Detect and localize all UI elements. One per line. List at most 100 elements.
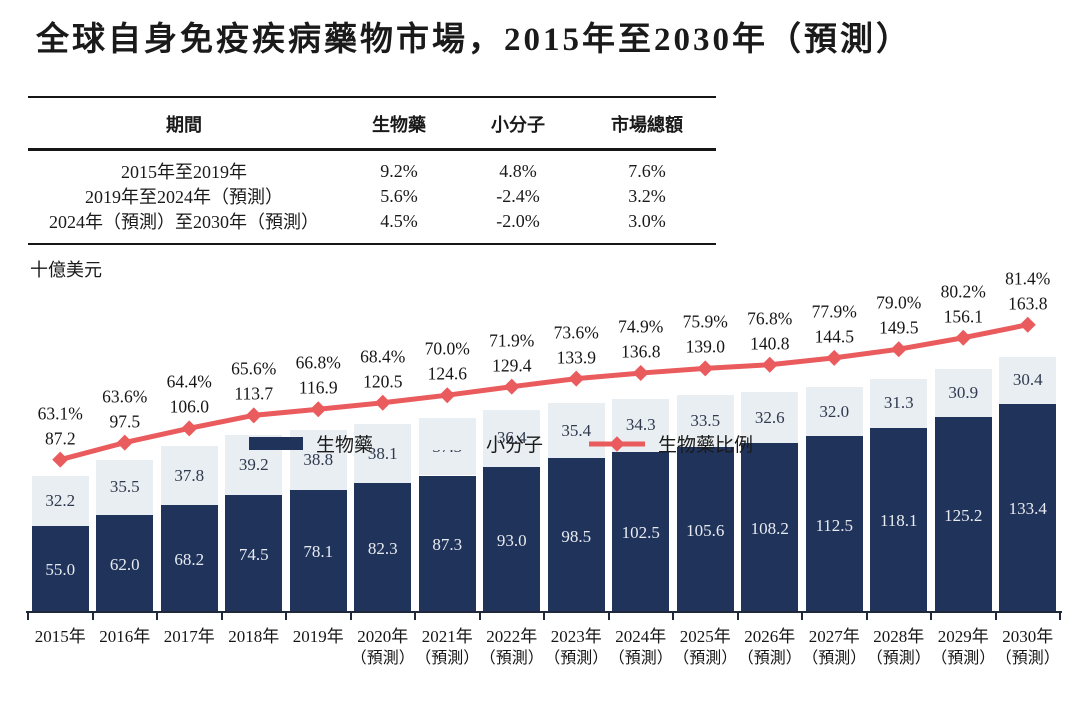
x-axis-label-year: 2020年 (357, 627, 409, 646)
table-cell: 9.2% (380, 160, 418, 181)
bar-value-label-small-molecule: 39.2 (238, 454, 269, 474)
cagr-table: 期間 生物藥 小分子 市場總額 2015年至2019年 9.2% 4.8% 7.6% 2019年… (28, 96, 716, 245)
x-axis-label-forecast-note: （預測） (866, 650, 931, 667)
legend-label: 生物藥 (315, 435, 373, 456)
axis-tick (736, 613, 739, 620)
table-header-row: 期間 生物藥 小分子 市場總額 (28, 98, 716, 151)
table-row: 2019年至2024年（預測） 5.6% -2.4% 3.2% (28, 183, 716, 208)
table-cell: 2024年（預測）至2030年（預測） (49, 212, 319, 232)
axis-tick (1059, 613, 1061, 620)
bar-biologics (741, 443, 799, 611)
page-title: 全球自身免疫疾病藥物市場，2015年至2030年（預測） (36, 22, 912, 58)
bar-value-label-small-molecule: 30.9 (948, 382, 979, 402)
table-cell: -2.0% (496, 210, 540, 231)
x-axis-label-year: 2017年 (163, 627, 215, 646)
x-axis-label-year: 2030年 (1002, 627, 1054, 646)
bar-biologics (225, 495, 283, 611)
ratio-percent-label: 73.6% (553, 322, 599, 343)
axis-tick (156, 613, 158, 620)
legend-diamond-icon (609, 435, 625, 452)
market-total-label: 140.8 (750, 333, 790, 354)
x-axis-label-forecast-note: （預測） (415, 650, 480, 667)
axis-tick (672, 613, 674, 620)
legend-item-ratio: 生物藥比例 (589, 430, 753, 457)
bar-value-label-small-molecule: 32.6 (754, 407, 785, 427)
market-total-label: 120.5 (363, 371, 403, 392)
legend-line-ratio (589, 435, 645, 452)
ratio-marker-diamond (245, 407, 262, 424)
legend-item-biologics: 生物藥 (248, 430, 373, 457)
market-chart: 十億美元 55.0 32.2 63.1% 87.2 2015年 62.0 35.5 63.6%… (0, 250, 1080, 724)
ratio-marker-diamond (1019, 316, 1036, 333)
x-axis-label-year: 2015年 (34, 627, 86, 646)
ratio-percent-label: 79.0% (876, 292, 922, 313)
bar-biologics (483, 466, 541, 611)
table-cell: 4.8% (499, 160, 537, 181)
table-row: 2015年至2019年 9.2% 4.8% 7.6% (28, 158, 716, 183)
market-total-label: 97.5 (109, 411, 141, 432)
bar-value-label-small-molecule: 35.5 (109, 477, 140, 497)
bar-value-label-small-molecule: 32.0 (819, 401, 850, 421)
x-axis-label-year: 2023年 (550, 627, 602, 646)
x-axis-label-year: 2018年 (228, 627, 280, 646)
x-axis-label-year: 2026年 (744, 627, 796, 646)
x-axis-label-year: 2019年 (292, 627, 344, 646)
market-total-label: 156.1 (943, 306, 983, 327)
ratio-marker-diamond (761, 356, 778, 373)
table-header-cell: 期間 (166, 115, 202, 135)
x-axis-label-year: 2027年 (808, 627, 860, 646)
ratio-percent-label: 74.9% (618, 316, 664, 337)
table-header-cell: 生物藥 (372, 115, 426, 135)
table-cell: 2015年至2019年 (121, 162, 247, 182)
x-axis-label-forecast-note: （預測） (350, 650, 415, 667)
bar-value-label-biologics: 74.5 (238, 545, 269, 565)
axis-tick (414, 613, 416, 620)
ratio-marker-diamond (826, 349, 843, 366)
axis-tick (220, 613, 223, 620)
x-axis (26, 611, 1062, 613)
x-axis-label-year: 2029年 (937, 627, 989, 646)
ratio-percent-label: 70.0% (424, 338, 470, 359)
market-total-label: 116.9 (298, 377, 338, 398)
market-total-label: 106.0 (169, 396, 209, 417)
bar-small-molecule (96, 459, 154, 515)
table-cell: 3.0% (628, 210, 666, 231)
bar-biologics (96, 514, 154, 611)
ratio-percent-label: 80.2% (940, 281, 986, 302)
ratio-marker-diamond (632, 365, 649, 382)
bar-value-label-biologics: 118.1 (879, 511, 918, 531)
market-total-label: 144.5 (814, 326, 854, 347)
bar-value-label-biologics: 87.3 (432, 535, 463, 555)
bar-value-label-biologics: 105.6 (686, 521, 725, 541)
x-axis-label-forecast-note: （預測） (995, 650, 1060, 667)
ratio-percent-label: 71.9% (489, 330, 535, 351)
bar-value-label-biologics: 82.3 (367, 539, 398, 559)
bar-value-label-small-molecule: 33.5 (690, 411, 721, 431)
bar-value-label-biologics: 93.0 (496, 530, 527, 550)
ratio-percent-label: 63.6% (102, 386, 148, 407)
ratio-marker-diamond (310, 401, 327, 418)
bar-biologics (289, 489, 347, 611)
x-axis-label-year: 2022年 (486, 627, 538, 646)
axis-tick (478, 613, 481, 620)
x-axis-label-forecast-note: （預測） (544, 650, 609, 667)
x-axis-label-year: 2021年 (421, 627, 473, 646)
ratio-percent-label: 75.9% (682, 311, 728, 332)
x-axis-label-forecast-note: （預測） (931, 650, 996, 667)
ratio-percent-label: 65.6% (231, 358, 277, 379)
bar-value-label-small-molecule: 31.3 (883, 393, 914, 413)
ratio-marker-diamond (439, 387, 456, 404)
axis-tick (27, 613, 29, 620)
axis-tick (994, 613, 997, 620)
bar-biologics (160, 505, 218, 611)
legend-label: 生物藥比例 (658, 435, 754, 456)
unit-label: 十億美元 (30, 260, 102, 280)
market-total-label: 139.0 (685, 336, 725, 357)
bar-biologics (547, 458, 605, 611)
table-cell: 4.5% (380, 210, 418, 231)
bar-value-label-biologics: 78.1 (303, 542, 334, 562)
x-axis-label-forecast-note: （預測） (802, 650, 867, 667)
ratio-percent-label: 77.9% (811, 301, 857, 322)
market-total-label: 124.6 (427, 363, 467, 384)
table-row: 2024年（預測）至2030年（預測） 4.5% -2.0% 3.0% (28, 208, 716, 233)
